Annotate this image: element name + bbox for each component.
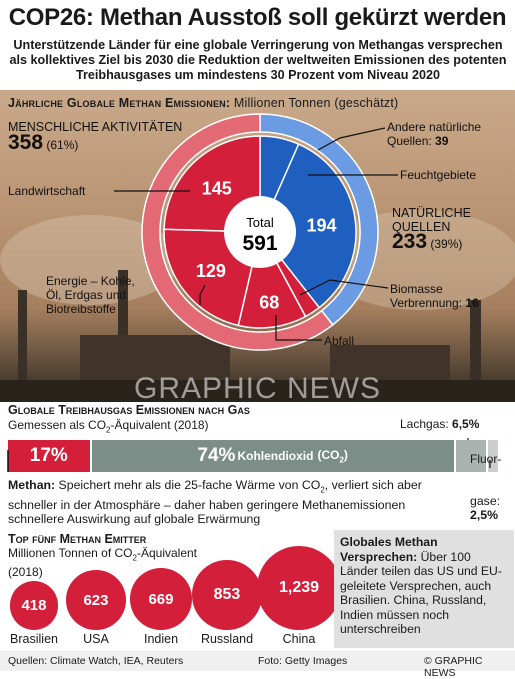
inner-value-label-3: 68 xyxy=(259,292,279,312)
inner-value-label-5: 145 xyxy=(202,179,232,199)
top5-section-subtitle: Millionen Tonnen of CO2-Äquivalent (2018… xyxy=(8,546,198,580)
gas-bar-brackets xyxy=(7,438,491,472)
bubble-label-brasilien: Brasilien xyxy=(10,632,58,646)
gas-section-subtitle: Gemessen als CO2-Äquivalent (2018) xyxy=(8,418,209,435)
bubble-usa: 623 xyxy=(66,570,126,630)
footer: Quellen: Climate Watch, IEA, Reuters Fot… xyxy=(0,651,515,679)
top5-section-title: Top fünf Methan Emitter xyxy=(8,532,147,546)
label-landwirtschaft: Landwirtschaft xyxy=(8,184,86,198)
label-andere-quellen: Andere natürliche Quellen: 39 xyxy=(387,120,482,148)
methane-emissions-panel: Jährliche Globale Methan Emissionen: Mil… xyxy=(0,90,515,402)
label-feuchtgebiete: Feuchtgebiete xyxy=(400,168,477,182)
human-activities-label: MENSCHLICHE AKTIVITÄTEN xyxy=(8,120,183,134)
methane-donut-chart: 194 68 129 145 Total 591 xyxy=(141,113,379,351)
bubble-indien: 669 xyxy=(130,568,192,630)
leader-lines xyxy=(114,127,398,341)
total-label: Total xyxy=(246,215,274,230)
label-energie: Energie – Kohle, Öl, Erdgas und Biotreib… xyxy=(46,274,135,316)
fluorgase-value: gase: 2,5% xyxy=(470,494,501,522)
label-abfall: Abfall xyxy=(324,334,355,348)
bubble-label-usa: USA xyxy=(83,632,109,646)
bubble-russland: 853 xyxy=(192,560,262,630)
bubble-brasilien: 418 xyxy=(9,581,59,630)
gas-stacked-bar: 17% 74% Kohlendioxid (CO2) xyxy=(8,440,500,472)
bubble-label-russland: Russland xyxy=(200,632,254,646)
emissions-section-title: Jährliche Globale Methan Emissionen: Mil… xyxy=(8,96,399,110)
watermark: GRAPHIC NEWS xyxy=(133,372,382,402)
segment-methan: 17% xyxy=(8,440,90,472)
inner-value-label-1: 194 xyxy=(306,215,336,235)
methan-note: Methan: Speichert mehr als die 25-fache … xyxy=(8,478,422,527)
segment-co2: 74% Kohlendioxid (CO2) xyxy=(91,440,454,472)
inner-value-label-4: 129 xyxy=(196,261,226,281)
label-biomasse: Biomasse Verbrennung: 16 xyxy=(390,282,479,310)
bubble-china: 1,239 xyxy=(257,546,341,630)
segment-fluorgase xyxy=(487,440,498,472)
pledge-box: Globales Methan Versprechen: Über 100 Lä… xyxy=(334,530,514,648)
donut-center xyxy=(224,196,296,268)
gas-section-title: Globale Treibhausgas Emissionen nach Gas xyxy=(8,403,250,417)
total-value: 591 xyxy=(242,232,277,255)
page-title: COP26: Methan Ausstoß soll gekürzt werde… xyxy=(8,4,507,31)
inner-slice-1 xyxy=(259,143,357,309)
footer-copyright: © GRAPHIC NEWS xyxy=(424,655,483,679)
page-subtitle: Unterstützende Länder für eine globale V… xyxy=(9,38,507,82)
human-activities-value: 358 (61%) xyxy=(8,131,79,154)
segment-lachgas xyxy=(455,440,486,472)
footer-photo: Foto: Getty Images xyxy=(258,655,348,667)
natural-sources-value: 233 (39%) xyxy=(392,230,463,253)
bubble-label-indien: Indien xyxy=(143,632,179,646)
lachgas-label: Lachgas: 6,5% xyxy=(400,417,480,431)
fluorgase-label: Fluor- xyxy=(470,452,502,466)
outer-slice-human xyxy=(141,113,334,351)
bubble-label-china: China xyxy=(282,632,316,646)
natural-sources-label: NATÜRLICHE QUELLEN xyxy=(392,206,471,234)
footer-sources: Quellen: Climate Watch, IEA, Reuters xyxy=(8,655,184,667)
